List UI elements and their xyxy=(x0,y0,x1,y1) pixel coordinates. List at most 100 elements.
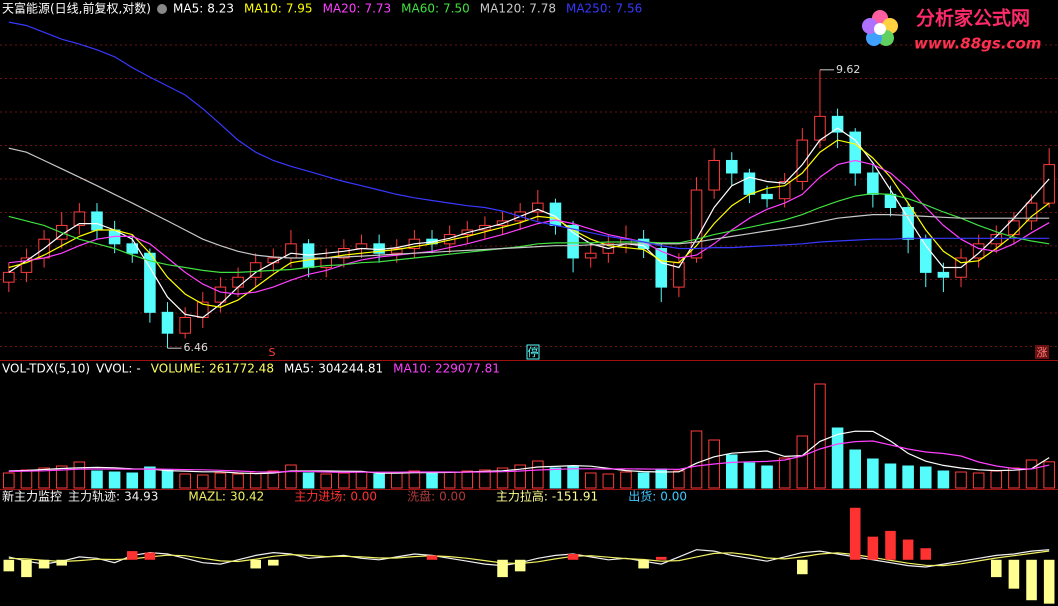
legend-name: 主力进场: xyxy=(294,490,346,504)
candle-body xyxy=(796,139,809,182)
logo: 分析家公式网 www.88gs.com xyxy=(862,7,1041,53)
bar xyxy=(567,554,579,560)
bar xyxy=(849,449,862,489)
legend-name: 洗盘: xyxy=(407,489,435,504)
bar xyxy=(267,470,280,489)
bar xyxy=(214,472,227,489)
candle-body xyxy=(902,207,914,240)
bar xyxy=(602,473,615,489)
marker-box xyxy=(526,344,540,360)
series-line xyxy=(8,21,1050,250)
bar xyxy=(426,555,438,560)
bar xyxy=(20,469,33,489)
bar xyxy=(549,467,562,489)
series-line xyxy=(8,192,1050,273)
bar xyxy=(796,435,809,489)
bar xyxy=(673,470,685,489)
bar xyxy=(584,472,597,489)
series-line xyxy=(8,147,1050,259)
candle-body xyxy=(937,271,950,278)
candle-body xyxy=(849,131,862,174)
candle-body xyxy=(179,316,191,334)
bar xyxy=(902,465,914,489)
marker: S xyxy=(269,346,276,359)
marker-box xyxy=(1035,345,1049,359)
marker: 涨 xyxy=(1037,346,1048,359)
candle-body xyxy=(73,211,86,226)
bar xyxy=(690,430,703,489)
bar xyxy=(1026,559,1037,601)
bar xyxy=(302,472,315,489)
candle-body xyxy=(532,202,544,213)
candle-body xyxy=(232,276,244,288)
bar xyxy=(179,473,191,489)
bar xyxy=(196,474,209,489)
bar xyxy=(268,559,279,566)
bar xyxy=(761,465,773,489)
high-note: 9.62 xyxy=(836,63,861,76)
candle-body xyxy=(972,243,985,259)
legend-value: 0.00 xyxy=(439,490,466,504)
legend-value: 261772.48 xyxy=(209,362,274,376)
bar xyxy=(937,470,950,489)
legend-value: 30.42 xyxy=(230,490,264,504)
series-line xyxy=(8,159,1050,295)
logo-icon xyxy=(862,10,898,46)
bar xyxy=(849,507,861,560)
legend-value: 229077.81 xyxy=(435,362,500,376)
bar xyxy=(496,467,509,489)
bar xyxy=(108,471,121,489)
bar xyxy=(3,559,15,572)
legend-name: MA120: xyxy=(480,2,526,16)
bar xyxy=(884,463,897,489)
candle-body xyxy=(814,115,826,141)
legend-value: 34.93 xyxy=(124,490,158,504)
legend-value: 8.23 xyxy=(207,2,234,16)
candle-body xyxy=(584,252,597,259)
bar xyxy=(1043,559,1055,604)
candle-body xyxy=(1008,220,1020,236)
legend-name: MA5: xyxy=(173,2,203,16)
legend-value: 0.00 xyxy=(350,490,377,504)
panel xyxy=(3,383,1055,489)
panel: 9.62 6.46 xyxy=(3,21,1055,354)
panel xyxy=(3,507,1055,604)
bar xyxy=(990,470,1003,489)
bar xyxy=(514,464,526,489)
legend-name: MA20: xyxy=(323,2,361,16)
candle-body xyxy=(725,159,738,174)
candle-body xyxy=(161,311,174,334)
bar xyxy=(390,472,403,489)
candle-body xyxy=(743,172,756,195)
candle-body xyxy=(91,211,103,231)
bar xyxy=(38,467,50,489)
bar xyxy=(126,472,139,489)
candle-body xyxy=(3,271,15,283)
bar xyxy=(373,473,385,489)
bar xyxy=(232,473,244,489)
bar xyxy=(1008,467,1020,489)
bar xyxy=(3,472,15,489)
legend-value: 7.78 xyxy=(529,2,556,16)
bar xyxy=(144,552,156,560)
legend-name: 主力轨迹: xyxy=(68,490,120,504)
legend-name: MAZL: xyxy=(188,490,226,504)
bar xyxy=(443,471,456,489)
bar xyxy=(144,466,156,489)
panel-title: 天富能源(日线,前复权,对数) xyxy=(2,1,151,16)
bar xyxy=(1043,461,1055,489)
candle-body xyxy=(20,257,33,273)
legend-name: 主力拉高: xyxy=(496,489,548,504)
candle-body xyxy=(831,115,844,133)
bar xyxy=(797,559,808,575)
bar xyxy=(161,469,174,489)
candle-body xyxy=(690,189,703,259)
bar xyxy=(56,559,68,566)
bar xyxy=(461,470,474,489)
bar xyxy=(919,466,932,489)
candle-body xyxy=(549,202,562,226)
candle-body xyxy=(355,243,368,250)
marker: 停 xyxy=(528,345,539,359)
legend-value: 7.95 xyxy=(286,2,313,16)
